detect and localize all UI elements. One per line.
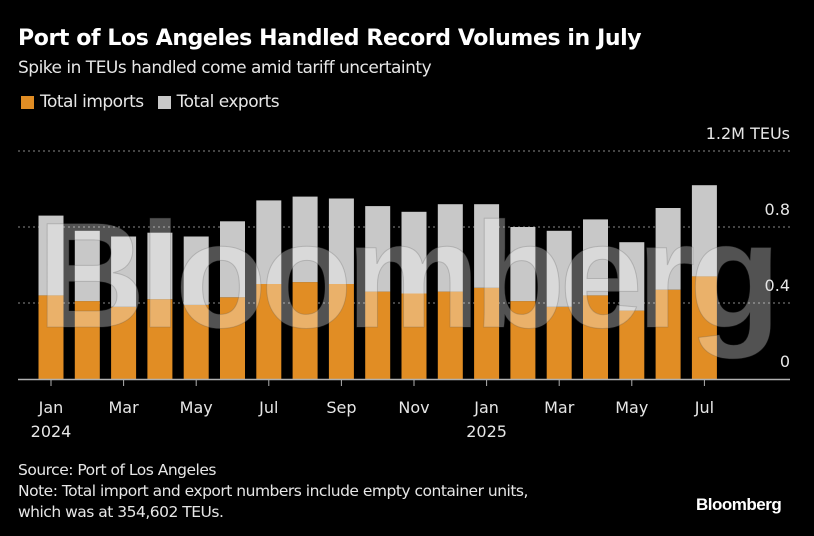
chart-subtitle: Spike in TEUs handled come amid tariff u… [18,58,432,78]
bar-imports [474,287,500,379]
x-tick-label: Jul [694,398,714,417]
bar-exports [401,211,427,294]
footer: Source: Port of Los Angeles Note: Total … [18,460,528,523]
legend-item-exports: Total exports [157,92,280,112]
bar-exports [292,196,318,283]
legend-label-imports: Total imports [40,92,144,112]
bar-exports [111,236,137,307]
y-tick-label: 0.4 [765,276,790,295]
y-tick-label: 1.2M TEUs [706,124,790,143]
legend-swatch-imports [21,95,34,109]
x-tick-label: Jul [258,398,278,417]
bar-imports [619,310,645,379]
bar-imports [437,291,463,379]
bar-exports [183,236,209,305]
bar-exports [619,242,645,311]
bar-imports [691,276,717,379]
x-tick-label: Mar [544,398,575,417]
bar-exports [691,185,717,277]
x-tick-year-label: 2025 [466,422,507,441]
note-line-1: Note: Total import and export numbers in… [18,482,528,500]
legend-item-imports: Total imports [21,92,144,112]
y-tick-label: 0 [780,352,790,371]
legend: Total imports Total exports [21,92,293,112]
bar-exports [328,198,354,284]
bar-imports [220,297,245,379]
bar-imports [328,284,354,379]
bar-imports [256,284,282,379]
bar-imports [546,306,572,379]
bar-imports [292,282,318,379]
bloomberg-logo: Bloomberg [696,495,782,514]
bar-exports [474,204,500,288]
x-tick-label: Jan [473,398,499,417]
x-tick-label: Jan [38,398,64,417]
x-axis: Jan 2024 Mar May Jul Sep Nov Jan 2025 Mar May Jul [18,378,790,441]
x-tick-label: May [180,398,213,417]
bar-exports [38,215,64,296]
x-tick-label: Sep [326,398,356,417]
bar-imports [655,289,681,379]
legend-swatch-exports [157,95,171,109]
bar-imports [401,293,427,379]
x-tick-label: Nov [398,398,429,417]
x-tick-year-label: 2024 [31,422,72,441]
bars [38,185,717,379]
source-note: Source: Port of Los Angeles [18,461,216,479]
watermark: Bloomberg [37,191,775,359]
bar-imports [38,295,64,379]
bar-imports [74,301,100,379]
bar-exports [74,230,100,302]
bar-imports [510,301,536,379]
bar-imports [365,291,391,379]
y-tick-label: 0.8 [765,200,790,219]
bar-exports [510,227,536,302]
bar-exports [256,200,282,284]
chart-title: Port of Los Angeles Handled Record Volum… [18,26,642,51]
bar-exports [365,206,391,292]
bar-exports [147,232,173,300]
legend-label-exports: Total exports [176,92,280,112]
bar-imports [183,304,209,379]
bar-exports [655,208,681,290]
x-tick-label: May [615,398,648,417]
bar-imports [147,299,173,379]
x-tick-label: Mar [109,398,140,417]
bar-imports [583,295,608,379]
bar-exports [220,221,245,298]
y-axis-labels: 0 0.4 0.8 1.2M TEUs [706,124,790,371]
bar-imports [111,306,137,379]
bar-exports [583,219,608,296]
note-line-2: which was at 354,602 TEUs. [18,503,224,521]
bar-exports [546,230,572,307]
bar-exports [437,204,463,292]
